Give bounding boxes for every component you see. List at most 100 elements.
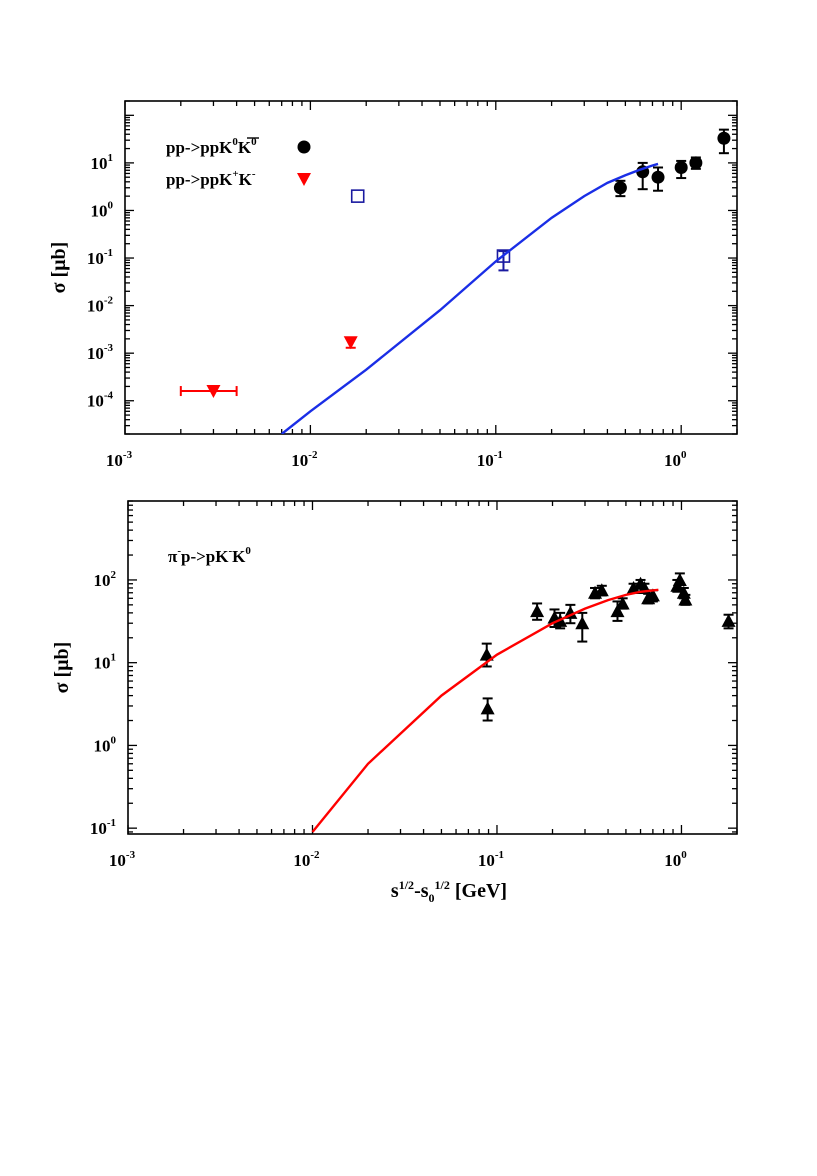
data-point	[530, 604, 545, 618]
y-tick-label-part: -3	[104, 342, 114, 354]
y-tick-label-part: -1	[107, 817, 116, 829]
y-tick-label-part: 10	[94, 736, 111, 755]
y-tick-label-part: -4	[104, 390, 114, 402]
data-point	[645, 588, 660, 602]
x-axis-title-text-part: 1/2	[399, 878, 414, 892]
data-point	[350, 189, 365, 203]
x-tick-label-part: 0	[681, 849, 687, 861]
data-point	[674, 161, 688, 175]
legend-label-part: K	[239, 170, 253, 189]
data-point	[626, 580, 641, 594]
x-tick-label-part: -3	[126, 849, 136, 861]
y-tick-label-part: 2	[111, 569, 117, 581]
legend-label-part: 0	[232, 136, 238, 148]
data-point	[610, 604, 625, 618]
legend-label-part: pp->ppK	[166, 138, 233, 157]
x-tick-label-part: -2	[310, 849, 320, 861]
model-curve	[311, 588, 659, 833]
y-tick-label-part: 10	[94, 571, 111, 590]
data-point	[651, 170, 665, 184]
legend-marker	[297, 140, 311, 154]
x-tick-label-part: -3	[123, 449, 133, 461]
y-tick-label: 10-3	[87, 342, 114, 363]
x-tick-label-part: -1	[494, 449, 503, 461]
y-axis-title: σ [μb]	[51, 642, 73, 694]
y-tick-label-part: 1	[111, 652, 117, 664]
legend-label-part: +	[232, 168, 238, 180]
reaction-label-part: 0	[245, 545, 251, 557]
data-point	[721, 613, 736, 627]
y-tick-label-part: 10	[91, 154, 108, 173]
legend-marker	[297, 173, 311, 186]
data-point	[594, 583, 609, 597]
x-tick-label-part: 10	[664, 451, 681, 470]
x-tick-label-part: 10	[109, 851, 126, 870]
x-axis-title: s1/2-s01/2 [GeV]	[391, 878, 507, 905]
x-tick-label: 10-1	[478, 849, 504, 870]
x-tick-label-part: 10	[291, 451, 308, 470]
x-tick-label-part: 10	[293, 851, 310, 870]
data-point	[678, 592, 693, 606]
plot-area	[179, 128, 731, 434]
y-tick-label: 101	[94, 652, 117, 673]
y-tick-label: 10-2	[87, 295, 114, 316]
data-point	[496, 249, 511, 263]
x-tick-label-part: 10	[664, 851, 681, 870]
y-tick-label: 10-1	[87, 247, 113, 268]
data-point	[613, 181, 627, 195]
y-tick-label: 101	[91, 152, 114, 173]
legend-label-part: pp->ppK	[166, 170, 233, 189]
data-point	[343, 336, 358, 350]
legend-label: pp->ppK0K0	[166, 136, 257, 157]
reaction-label: π-p->pK-K0	[168, 545, 251, 566]
y-axis-title: σ [μb]	[48, 242, 70, 294]
x-tick-label-part: 10	[477, 451, 494, 470]
plot-area	[311, 572, 736, 833]
reaction-label-part: π	[168, 547, 178, 566]
x-tick-label-part: 10	[106, 451, 123, 470]
legend-label-part: K	[238, 138, 252, 157]
data-point	[206, 385, 221, 399]
x-axis-title-text-part: [GeV]	[450, 880, 507, 902]
x-tick-label: 10-3	[106, 449, 133, 470]
x-tick-label: 100	[664, 449, 687, 470]
x-tick-label-part: 10	[478, 851, 495, 870]
x-tick-label-part: -2	[308, 449, 318, 461]
y-tick-label-part: 10	[87, 392, 104, 411]
x-tick-label: 10-1	[477, 449, 503, 470]
legend-label-part: -	[252, 168, 256, 180]
reaction-label-part: K	[232, 547, 246, 566]
x-tick-label-part: 0	[681, 449, 687, 461]
x-tick-label-part: -1	[495, 849, 504, 861]
x-axis-title-text-part: 1/2	[435, 878, 450, 892]
y-tick-label-part: 10	[91, 201, 108, 220]
y-tick-label: 102	[94, 569, 117, 590]
data-point	[480, 701, 495, 715]
x-axis-title-text-part: s	[391, 880, 399, 902]
plot-frame	[124, 100, 738, 435]
x-axis-title-text: s1/2-s01/2 [GeV]	[391, 878, 507, 905]
x-axis-title-text-part: 0	[429, 891, 435, 905]
data-point	[575, 616, 590, 630]
plot-frame	[127, 500, 738, 835]
data-point	[672, 572, 687, 586]
x-tick-label: 10-3	[109, 849, 136, 870]
legend-label-part: 0	[251, 136, 257, 148]
y-tick-label-part: -1	[104, 247, 113, 259]
y-tick-label: 10-4	[87, 390, 114, 411]
y-tick-label: 10-1	[90, 817, 116, 838]
y-tick-label-part: 1	[108, 152, 114, 164]
y-tick-label-part: 0	[108, 199, 114, 211]
reaction-label-part: p->pK	[181, 547, 229, 566]
y-tick-label-part: 10	[90, 819, 107, 838]
y-tick-label-part: 10	[87, 249, 104, 268]
data-point	[479, 647, 494, 661]
x-axis-title-text-part: -s	[414, 880, 429, 902]
y-tick-label-part: 10	[94, 654, 111, 673]
data-point	[689, 156, 703, 170]
reaction-label-part: -	[177, 545, 181, 557]
x-tick-label: 100	[664, 849, 687, 870]
y-tick-label-part: 0	[111, 734, 117, 746]
